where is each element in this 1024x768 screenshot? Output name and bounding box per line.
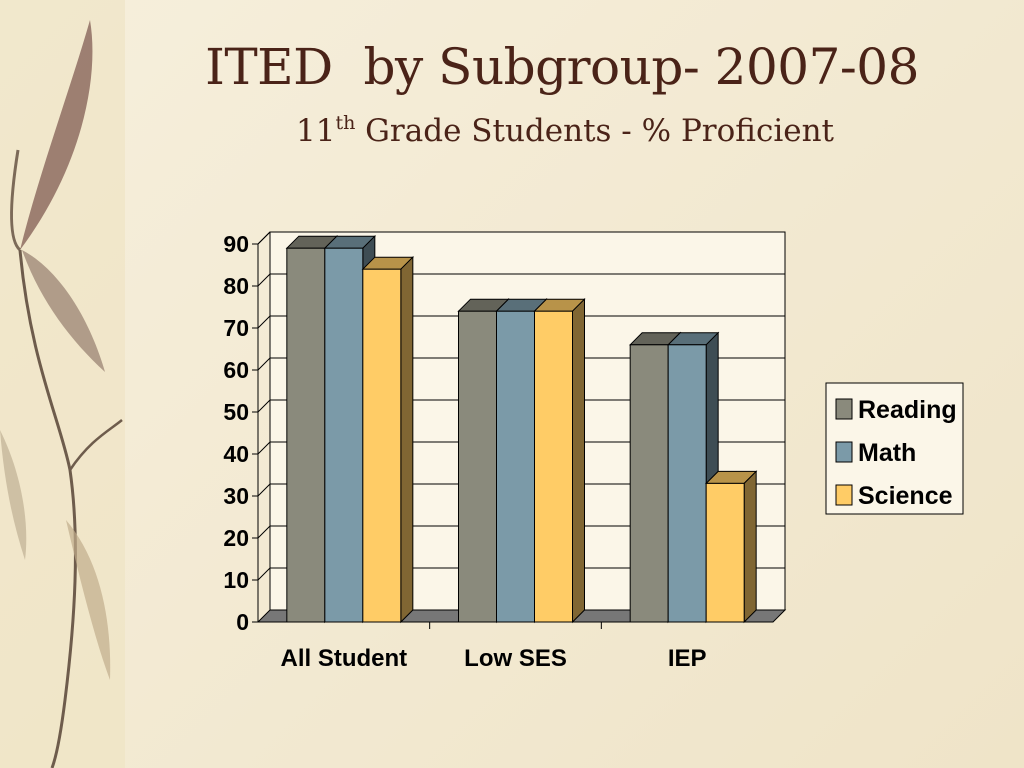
legend-swatch	[835, 484, 853, 506]
bar-side	[572, 297, 585, 624]
y-tick-label: 90	[223, 231, 249, 257]
legend-label: Math	[858, 439, 916, 467]
slide-subtitle: 11th Grade Students - % Proficient	[0, 112, 1024, 149]
legend-swatch	[835, 441, 853, 463]
y-tick-label: 80	[223, 273, 249, 299]
bar	[362, 268, 402, 623]
gridline	[257, 399, 271, 413]
x-category-label: All Student	[281, 645, 408, 672]
y-tick-label: 50	[223, 399, 249, 425]
y-tick-label: 40	[223, 441, 249, 467]
bar	[496, 310, 535, 623]
subtitle-ordinal-suffix: th	[335, 112, 356, 134]
bar	[286, 247, 326, 623]
y-tick-label: 70	[223, 315, 249, 341]
gridline	[257, 441, 271, 455]
gridline	[257, 273, 271, 287]
bar	[667, 344, 707, 623]
y-tick-label: 60	[223, 357, 249, 383]
gridline	[257, 567, 271, 581]
bar	[324, 247, 364, 623]
bar	[705, 482, 745, 623]
bar	[629, 344, 669, 623]
y-tick-label: 10	[223, 567, 249, 593]
gridline	[257, 483, 271, 497]
bar-side	[400, 255, 414, 624]
gridline	[257, 315, 271, 329]
y-tick-label: 30	[223, 483, 249, 509]
slide-title: ITED by Subgroup- 2007-08	[205, 38, 919, 96]
bar-side	[743, 470, 757, 624]
subtitle-text: Grade Students - % Proficient	[355, 113, 835, 149]
bar	[458, 310, 497, 623]
gridline	[257, 357, 271, 371]
gridline	[257, 525, 271, 539]
legend-label: Reading	[858, 396, 957, 424]
legend-label: Science	[858, 482, 953, 510]
y-tick-label: 20	[223, 525, 249, 551]
bar	[534, 310, 573, 623]
subtitle-grade-number: 11	[295, 113, 336, 149]
x-category-label: IEP	[668, 645, 707, 672]
legend-swatch	[835, 398, 853, 420]
x-category-label: Low SES	[464, 645, 567, 672]
y-tick-label: 0	[236, 609, 249, 635]
y-axis-edge	[257, 231, 271, 245]
